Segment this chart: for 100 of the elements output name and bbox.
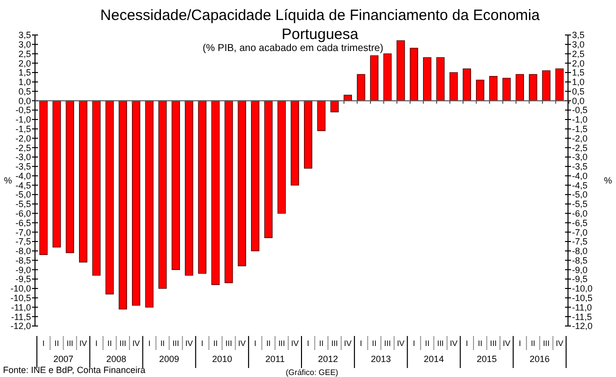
source-note: Fonte: INE e BdP, Conta Financeira — [3, 365, 146, 375]
y2-axis-title: % — [604, 176, 612, 186]
bar — [462, 68, 472, 102]
x-tick-label: I — [518, 339, 521, 348]
x-tick-label: IV — [556, 339, 564, 348]
bar — [278, 100, 286, 214]
x-tick-label: IV — [132, 339, 141, 348]
x-tick-label: IV — [238, 339, 246, 348]
x-tick-label: IV — [344, 339, 352, 348]
bar — [396, 40, 405, 102]
bar — [410, 48, 418, 102]
bar — [450, 72, 458, 102]
y-tick-label: -4,5 — [15, 180, 31, 190]
x-tick-label: I — [148, 339, 150, 348]
bar — [356, 74, 366, 102]
y2-tick-label: -5,5 — [572, 199, 588, 210]
bar — [489, 76, 498, 102]
y-tick-label: -10,5 — [10, 292, 31, 303]
y-tick-label: -9,5 — [15, 274, 31, 284]
x-tick-label: IV — [291, 339, 300, 348]
y2-tick-label: -7,0 — [572, 227, 588, 238]
x-tick-label: III — [384, 339, 391, 348]
y-tick-label: -3,5 — [15, 162, 31, 172]
bar — [158, 100, 167, 289]
x-tick-label: II — [213, 339, 218, 348]
x-tick-label: III — [172, 339, 180, 348]
y2-tick-label: -10,0 — [572, 284, 593, 294]
text: 2010 — [212, 354, 232, 364]
text: 2009 — [159, 354, 180, 364]
y2-tick-label: -3,0 — [572, 152, 588, 162]
bar — [79, 100, 88, 262]
y-tick-label: -11,0 — [11, 302, 31, 312]
bar — [542, 70, 550, 102]
text: 2007 — [53, 354, 74, 364]
y2-tick-label: -4,0 — [572, 170, 588, 181]
bar — [224, 100, 233, 284]
y-tick-label: -11,5 — [11, 312, 31, 322]
chart-title: Necessidade/Capacidade Líquida de Financiamento da Economia Portuguesa — [100, 7, 540, 43]
bar — [211, 100, 220, 285]
y2-tick-label: -12,0 — [572, 321, 593, 332]
y-tick-label: -2,5 — [15, 142, 31, 153]
x-tick-label: III — [542, 339, 550, 348]
y2-tick-label: 2,5 — [572, 48, 585, 59]
text: (% PIB, ano acabado em cada trimestre) — [202, 43, 384, 54]
bar — [383, 53, 392, 102]
y-tick-label: -8,0 — [15, 246, 31, 256]
y2-tick-label: 2,0 — [572, 58, 585, 68]
bar — [330, 100, 339, 112]
bar — [370, 55, 378, 102]
y-tick-label: -7,0 — [15, 227, 31, 238]
x-tick-label: III — [490, 339, 497, 348]
y-tick-label: -2,0 — [15, 133, 31, 144]
text: 2008 — [106, 354, 126, 364]
y2-tick-label: -5,0 — [572, 190, 588, 200]
text: 2012 — [318, 354, 338, 364]
x-tick-label: IV — [396, 339, 406, 348]
y-tick-label: -7,5 — [15, 236, 31, 247]
bar — [145, 100, 154, 308]
bar — [132, 100, 140, 306]
x-tick-label: IV — [79, 339, 88, 348]
bar — [555, 68, 564, 102]
x-tick-label: I — [466, 339, 468, 348]
x-tick-label: III — [225, 339, 232, 348]
y-tick-label: 3,0 — [18, 40, 31, 50]
bar — [502, 78, 511, 102]
y2-tick-label: -3,5 — [572, 162, 588, 172]
x-tick-label: II — [54, 339, 59, 348]
bar — [238, 100, 246, 266]
y-tick-label: -12,0 — [10, 321, 31, 332]
x-tick-label: II — [107, 339, 112, 348]
y2-tick-label: -2,5 — [572, 142, 588, 153]
y2-tick-label: 1,5 — [572, 68, 585, 78]
x-tick-label: I — [412, 339, 416, 348]
x-tick-label: I — [254, 339, 256, 348]
x-tick-label: I — [42, 339, 45, 348]
x-tick-label: I — [201, 339, 204, 348]
bar — [476, 80, 484, 102]
y-tick-label: 3,5 — [18, 30, 31, 40]
x-tick-label: III — [66, 339, 74, 348]
bar — [184, 100, 194, 276]
bar — [118, 100, 128, 310]
y-tick-label: -1,0 — [15, 114, 31, 125]
bar — [66, 100, 74, 254]
bar — [290, 100, 300, 186]
bar — [304, 100, 312, 169]
bar — [52, 100, 61, 248]
y2-tick-label: -11,0 — [572, 302, 592, 312]
x-tick-label: I — [360, 339, 362, 348]
y2-tick-label: -11,5 — [572, 312, 592, 322]
y2-tick-label: -7,5 — [572, 236, 588, 247]
text: 2013 — [370, 354, 391, 364]
y-tick-label: -8,5 — [15, 255, 31, 266]
bar — [264, 100, 273, 238]
y2-tick-label: -9,5 — [572, 274, 588, 284]
y-tick-label: 1,5 — [18, 68, 31, 78]
bar — [39, 100, 48, 255]
y-tick-label: -5,5 — [15, 199, 31, 210]
y2-tick-label: -1,0 — [572, 114, 588, 125]
bar — [528, 74, 538, 102]
text: 2016 — [530, 354, 550, 364]
